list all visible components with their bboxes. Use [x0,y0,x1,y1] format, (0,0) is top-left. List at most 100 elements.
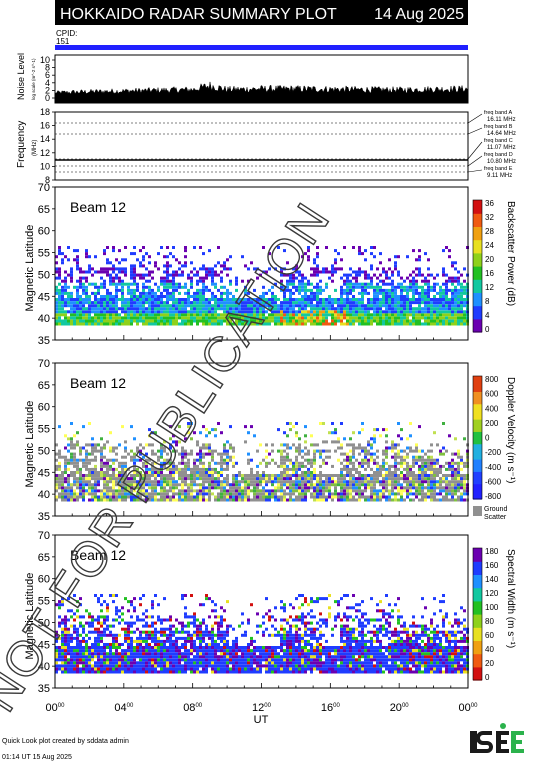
colorbar-segment [473,412,482,417]
colorbar-tick-label: 36 [485,199,494,208]
colorbar-segment [473,633,482,638]
plot-title: HOKKAIDO RADAR SUMMARY PLOT [60,6,337,23]
colorbar-segment [473,548,482,552]
x-tick-label: 0000 [46,702,66,714]
frequency-ylabel: Frequency [16,121,27,168]
y-tick-label: 65 [38,552,50,564]
colorbar-segment [473,419,482,423]
colorbar-segment [473,486,482,491]
colorbar-segment [473,213,482,218]
frequency-band-value: 14.64 MHz [487,131,516,137]
colorbar-segment [473,242,482,247]
colorbar-segment [473,647,482,651]
colorbar-segment [473,209,482,214]
colorbar-segment [473,676,482,681]
colorbar-segment [473,239,482,244]
colorbar-tick-label: 600 [485,390,499,399]
frequency-band-label: freq band D [484,152,513,158]
y-tick-label: 65 [38,380,50,392]
colorbar-segment [473,233,482,237]
colorbar-segment [473,489,482,494]
noise-ylabel-unit: log scale (m^-2 s^-1) [31,58,36,100]
colorbar-segment [473,673,482,678]
colorbar-tick-label: 4 [485,311,490,320]
colorbar-segment [473,312,482,317]
colorbar-segment [473,630,482,635]
colorbar-segment [473,590,482,595]
x-axis: 0000 0400 0800 1200 1600 2000 0000 [46,702,479,714]
colorbar-segment [473,252,482,257]
colorbar-segment [473,285,482,290]
colorbar-segment [473,434,482,439]
frequency-tick-label: 12 [40,148,50,158]
frequency-frame [54,111,469,181]
x-tick-label: 1200 [252,702,272,714]
colorbar-segment [473,325,482,330]
y-tick-label: 35 [38,511,50,523]
beam-label: Beam 12 [70,375,126,391]
colorbar-segment [473,666,482,671]
colorbar-segment [473,614,482,618]
colorbar-segment [473,295,482,300]
colorbar-segment [473,627,482,632]
colorbar-segment [473,607,482,612]
colorbar-tick-label: 8 [485,297,490,306]
x-tick-label: 0800 [183,702,203,714]
colorbar-frame [472,375,483,500]
colorbar-tick-label: 28 [485,227,494,236]
colorbar-segment [473,440,482,445]
colorbar-segment [473,660,482,665]
colorbar-segment [473,610,482,615]
frequency-band-value: 16.11 MHz [487,117,516,123]
colorbar-segment [473,397,482,402]
y-tick-label: 50 [38,617,50,629]
colorbar-segment [473,259,482,264]
y-tick-label: 55 [38,596,50,608]
colorbar-segment [473,279,482,284]
colorbar-tick-label: 0 [485,325,490,334]
colorbar-segment [473,480,482,485]
colorbar-segment [473,471,482,475]
colorbar-segment [473,600,482,605]
x-tick-label: 2000 [390,702,410,714]
y-tick-label: 40 [38,313,50,325]
colorbar-tick-label: 60 [485,631,494,640]
panel-3: 70 65 60 55 50 45 40 35 Magnetic Latitude Beam 12… [24,530,516,695]
colorbar-segment [473,574,482,579]
y-tick-label: 65 [38,204,50,216]
colorbar-segment [473,219,482,224]
plot-date: 14 Aug 2025 [374,6,464,23]
x-tick-label: 1600 [321,702,341,714]
colorbar-segment [473,409,482,414]
colorbar-segment [473,379,482,383]
colorbar-segment [473,670,482,674]
colorbar-tick-label: 24 [485,241,494,250]
colorbar-tick-label: 32 [485,213,494,222]
colorbar-segment [473,428,482,432]
colorbar-tick-label: 0 [485,434,490,443]
colorbar-segment [473,567,482,572]
colorbar-segment [473,226,482,231]
ground-scatter-label: Scatter [484,514,507,521]
y-tick-label: 70 [38,182,50,194]
colorbar-tick-label: 100 [485,603,499,612]
colorbar-segment [473,455,482,460]
colorbar-segment [473,449,482,454]
colorbar-segment [473,206,482,211]
colorbar-segment [473,571,482,575]
noise-panel: Noise Level log scale (m^-2 s^-1) 108642… [16,53,469,104]
colorbar-label: Doppler Velocity (m s⁻¹) [505,377,516,483]
colorbar-segment [473,229,482,234]
colorbar-tick-label: 20 [485,659,494,668]
colorbar-tick-label: -400 [485,463,502,472]
colorbar-tick-label: 12 [485,283,494,292]
x-axis-label: UT [254,714,269,726]
colorbar-segment [473,308,482,313]
colorbar-tick-label: 200 [485,419,499,428]
colorbar-tick-label: 16 [485,269,494,278]
colorbar-segment [473,437,482,442]
colorbar-segment [473,462,482,466]
colorbar-segment [473,275,482,280]
